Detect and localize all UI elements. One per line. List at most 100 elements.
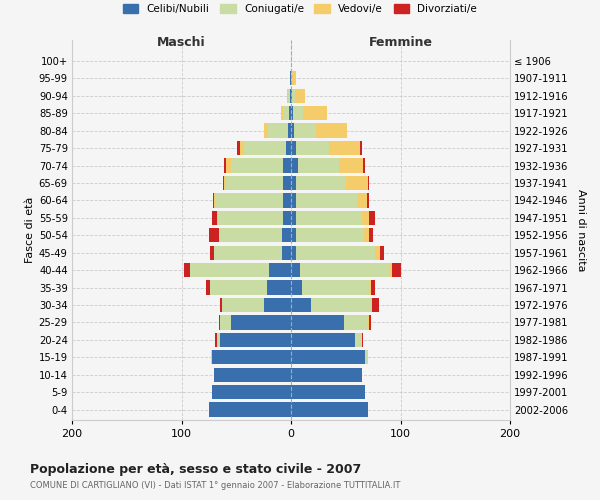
Bar [291,71,292,86]
Bar [369,315,371,330]
Bar [296,210,362,225]
Bar [291,88,292,103]
Bar [209,228,219,242]
Bar [389,263,392,277]
Bar [364,228,369,242]
Bar [296,141,329,155]
Bar [339,158,363,172]
Bar [329,141,360,155]
Bar [291,263,300,277]
Bar [365,350,368,364]
Bar [282,246,291,260]
Bar [283,158,291,172]
Bar [290,71,291,86]
Bar [296,246,376,260]
Bar [209,402,291,416]
Bar [293,106,303,120]
Bar [291,315,344,330]
Bar [283,193,291,208]
Bar [289,106,291,120]
Bar [220,315,231,330]
Bar [372,298,379,312]
Bar [371,280,376,294]
Bar [291,368,362,382]
Bar [355,332,362,347]
Bar [291,141,296,155]
Bar [291,106,293,120]
Bar [291,332,355,347]
Bar [212,385,291,400]
Bar [217,332,220,347]
Bar [290,88,291,103]
Bar [370,280,371,294]
Bar [362,210,369,225]
Bar [296,176,346,190]
Bar [215,332,217,347]
Bar [292,71,296,86]
Bar [222,298,263,312]
Bar [226,176,283,190]
Bar [291,210,296,225]
Bar [291,385,365,400]
Bar [291,350,365,364]
Bar [239,141,244,155]
Bar [291,158,298,172]
Bar [369,210,376,225]
Y-axis label: Fasce di età: Fasce di età [25,197,35,263]
Bar [371,298,372,312]
Bar [291,246,296,260]
Bar [363,158,365,172]
Bar [217,210,218,225]
Bar [220,332,291,347]
Bar [218,210,283,225]
Bar [298,158,339,172]
Bar [220,298,222,312]
Bar [296,193,357,208]
Bar [283,210,291,225]
Bar [392,263,401,277]
Bar [212,350,291,364]
Bar [190,263,269,277]
Bar [291,280,302,294]
Bar [267,280,291,294]
Bar [295,88,305,103]
Bar [296,228,364,242]
Bar [238,141,239,155]
Bar [367,193,369,208]
Bar [214,368,291,382]
Bar [294,124,316,138]
Bar [184,263,190,277]
Text: Maschi: Maschi [157,36,206,49]
Text: Femmine: Femmine [368,36,433,49]
Legend: Celibi/Nubili, Coniugati/e, Vedovi/e, Divorziati/e: Celibi/Nubili, Coniugati/e, Vedovi/e, Di… [119,0,481,18]
Bar [215,193,283,208]
Bar [223,176,224,190]
Bar [344,315,368,330]
Bar [212,210,217,225]
Bar [263,124,268,138]
Bar [376,246,380,260]
Bar [268,124,288,138]
Bar [291,193,296,208]
Bar [369,228,373,242]
Bar [288,124,291,138]
Bar [263,298,291,312]
Bar [311,298,371,312]
Bar [300,263,389,277]
Bar [206,280,210,294]
Bar [302,280,370,294]
Y-axis label: Anni di nascita: Anni di nascita [576,188,586,271]
Bar [291,176,296,190]
Bar [291,298,311,312]
Bar [346,176,368,190]
Bar [214,246,282,260]
Bar [368,315,369,330]
Bar [244,141,286,155]
Bar [287,88,288,103]
Bar [231,315,291,330]
Text: COMUNE DI CARTIGLIANO (VI) - Dati ISTAT 1° gennaio 2007 - Elaborazione TUTTITALI: COMUNE DI CARTIGLIANO (VI) - Dati ISTAT … [30,481,400,490]
Bar [362,332,363,347]
Bar [224,176,226,190]
Bar [211,350,212,364]
Bar [224,158,226,172]
